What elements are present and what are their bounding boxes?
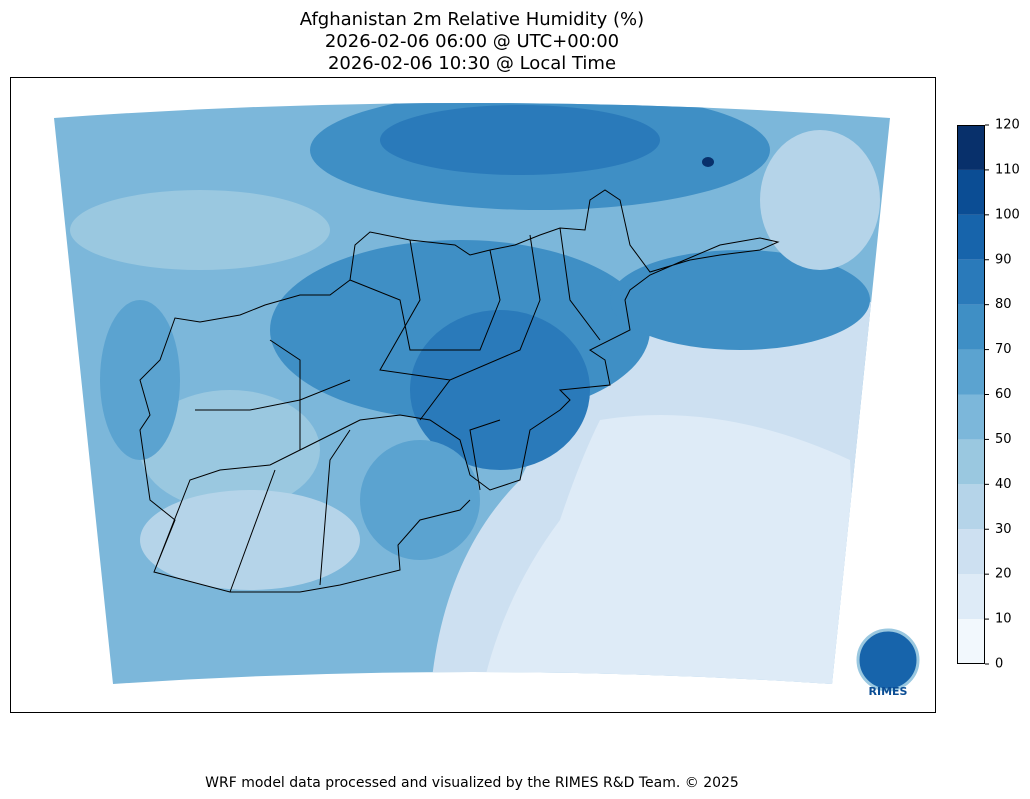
colorbar-tick-label: 80 <box>995 297 1012 312</box>
colorbar-segment <box>957 619 985 664</box>
colorbar-tick-label: 90 <box>995 252 1012 267</box>
colorbar-tick-label: 60 <box>995 387 1012 402</box>
footer: WRF model data processed and visualized … <box>205 775 739 791</box>
humidity-field <box>54 103 890 684</box>
colorbar-segment <box>957 169 985 215</box>
logo: RIMES <box>856 628 920 698</box>
colorbar-tick-label: 120 <box>995 118 1020 133</box>
colorbar-segment <box>957 439 985 485</box>
title-line: Afghanistan 2m Relative Humidity (%) <box>300 9 644 30</box>
colorbar-tick-label: 0 <box>995 657 1003 672</box>
title-line: 2026-02-06 06:00 @ UTC+00:00 <box>325 31 619 52</box>
colorbar-segment <box>957 304 985 350</box>
colorbar-tick-label: 70 <box>995 342 1012 357</box>
colorbar-segment <box>957 529 985 575</box>
colorbar-tick-label: 40 <box>995 477 1012 492</box>
colorbar-segment <box>957 125 985 170</box>
colorbar-tick-label: 50 <box>995 432 1012 447</box>
colorbar-tick-label: 30 <box>995 522 1012 537</box>
logo-text: RIMES <box>869 685 908 698</box>
colorbar-tick-label: 20 <box>995 567 1012 582</box>
colorbar-tick-label: 10 <box>995 612 1012 627</box>
colorbar-segment <box>957 394 985 440</box>
title-line: 2026-02-06 10:30 @ Local Time <box>328 53 616 74</box>
colorbar-frame <box>957 125 985 664</box>
colorbar-segment <box>957 484 985 530</box>
country-border <box>139 189 780 593</box>
colorbar-segment <box>957 574 985 620</box>
colorbar-segment <box>957 214 985 260</box>
colorbar-segment <box>957 259 985 305</box>
province-borders <box>195 227 601 593</box>
colorbar-tick-label: 110 <box>995 162 1020 177</box>
colorbar-segment <box>957 349 985 395</box>
colorbar-tick-label: 100 <box>995 207 1020 222</box>
